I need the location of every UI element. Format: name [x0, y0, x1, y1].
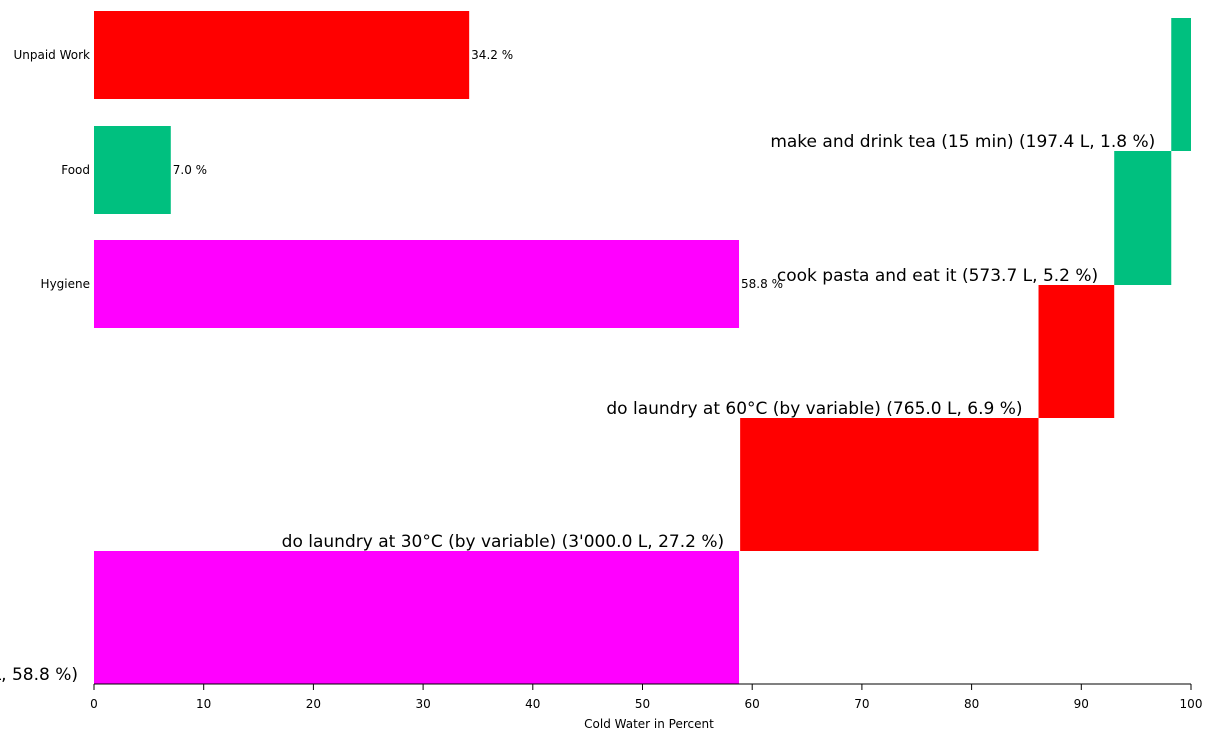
category-label: Hygiene: [41, 277, 90, 291]
activity-segment: [94, 551, 740, 684]
activity-label: go to the toilet (6'480.0 L, 58.8 %): [0, 665, 78, 685]
x-tick-label: 60: [745, 697, 760, 711]
category-label: Food: [61, 163, 90, 177]
activity-segments: make and drink tea (15 min) (197.4 L, 1.…: [0, 18, 1191, 685]
x-tick-label: 40: [525, 697, 540, 711]
x-tick-label: 90: [1074, 697, 1089, 711]
category-value-label: 7.0 %: [173, 163, 207, 177]
activity-segment: [1038, 285, 1115, 418]
x-tick-label: 50: [635, 697, 650, 711]
category-bar: [94, 240, 740, 328]
category-label: Unpaid Work: [13, 48, 90, 62]
x-tick-label: 80: [964, 697, 979, 711]
x-tick-label: 0: [90, 697, 98, 711]
x-axis-ticks: 0 10 20 30 40 50 60 70 80 90 100: [90, 684, 1202, 711]
x-tick-label: 20: [306, 697, 321, 711]
activity-label: do laundry at 60°C (by variable) (765.0 …: [606, 399, 1022, 419]
x-tick-label: 100: [1180, 697, 1203, 711]
activity-label: make and drink tea (15 min) (197.4 L, 1.…: [770, 132, 1155, 152]
activity-segment: [1114, 151, 1172, 285]
x-axis: 0 10 20 30 40 50 60 70 80 90 100 Cold Water in Per…: [90, 683, 1202, 731]
category-bar: [94, 126, 171, 214]
category-value-label: 58.8 %: [741, 277, 783, 291]
activity-segment: [740, 418, 1039, 551]
category-bar: [94, 11, 470, 99]
activity-label: do laundry at 30°C (by variable) (3'000.…: [282, 532, 724, 552]
x-tick-label: 70: [854, 697, 869, 711]
activity-label: cook pasta and eat it (573.7 L, 5.2 %): [777, 266, 1098, 286]
activity-segment: [1171, 18, 1191, 151]
x-tick-label: 10: [196, 697, 211, 711]
category-value-label: 34.2 %: [471, 48, 513, 62]
x-axis-title: Cold Water in Percent: [584, 717, 714, 731]
category-bars: Unpaid Work 34.2 % Food 7.0 % Hygiene 58.8 %: [13, 11, 783, 328]
x-tick-label: 30: [415, 697, 430, 711]
